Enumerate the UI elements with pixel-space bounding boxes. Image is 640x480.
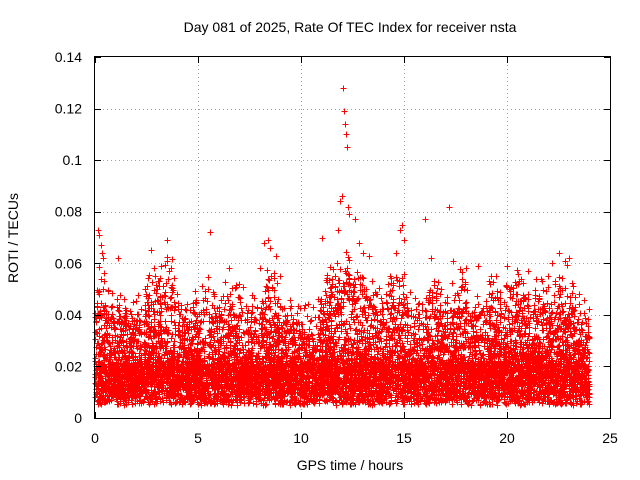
roti-point <box>319 235 326 242</box>
x-tick-label: 25 <box>602 430 618 446</box>
y-tick-label: 0.14 <box>55 49 82 65</box>
x-tick-label: 5 <box>194 430 202 446</box>
roti-point <box>207 229 214 236</box>
roti-point <box>115 255 122 262</box>
roti-background-points <box>92 249 593 409</box>
roti-point <box>144 283 151 290</box>
roti-point <box>399 222 406 229</box>
roti-point <box>576 291 583 298</box>
roti-point <box>345 204 352 211</box>
roti-point <box>335 227 342 234</box>
roti-point <box>352 216 359 223</box>
roti-point <box>514 291 521 298</box>
roti-point <box>164 237 171 244</box>
roti-point <box>102 302 109 309</box>
y-tick-label: 0.04 <box>55 307 82 323</box>
y-tick-labels: 0 0.02 0.04 0.06 0.08 0.1 0.12 0.14 <box>55 49 82 426</box>
roti-point <box>562 258 569 265</box>
roti-point <box>356 240 363 247</box>
x-tick-label: 10 <box>293 430 309 446</box>
roti-point <box>438 286 445 293</box>
roti-point <box>99 250 106 257</box>
roti-point <box>343 131 350 138</box>
x-axis-title: GPS time / hours <box>297 457 404 473</box>
roti-point <box>267 245 274 252</box>
roti-point <box>100 255 107 262</box>
roti-point <box>450 258 457 265</box>
roti-point <box>533 276 540 283</box>
roti-point <box>387 273 394 280</box>
y-tick-label: 0.1 <box>63 152 83 168</box>
roti-point <box>446 204 453 211</box>
y-tick-label: 0.06 <box>55 255 82 271</box>
x-tick-label: 15 <box>396 430 412 446</box>
roti-point <box>342 121 349 128</box>
roti-point <box>265 237 272 244</box>
roti-point <box>545 273 552 280</box>
roti-point <box>94 304 101 311</box>
roti-point <box>372 289 379 296</box>
y-tick-label: 0.08 <box>55 204 82 220</box>
roti-point <box>556 250 563 257</box>
roti-point <box>422 216 429 223</box>
roti-point <box>261 240 268 247</box>
y-tick-label: 0.02 <box>55 358 82 374</box>
x-tick-label: 0 <box>91 430 99 446</box>
roti-point <box>346 211 353 218</box>
data-points <box>92 85 593 409</box>
roti-point <box>401 237 408 244</box>
roti-point <box>566 255 573 262</box>
y-tick-label: 0.12 <box>55 101 82 117</box>
plot-frame <box>94 56 611 419</box>
roti-point <box>428 255 435 262</box>
roti-point <box>95 227 102 234</box>
roti-point <box>277 273 284 280</box>
roti-point <box>504 263 511 270</box>
roti-point <box>168 265 175 272</box>
x-tick-label: 20 <box>499 430 515 446</box>
roti-point <box>154 286 161 293</box>
roti-point <box>96 232 103 239</box>
roti-point <box>226 265 233 272</box>
roti-point <box>344 144 351 151</box>
roti-point <box>525 268 532 275</box>
roti-point <box>98 242 105 249</box>
y-axis-title: ROTI / TECUs <box>5 193 21 283</box>
roti-point <box>397 227 404 234</box>
roti-point <box>360 250 367 257</box>
roti-point <box>273 253 280 260</box>
roti-point <box>341 108 348 115</box>
roti-point <box>148 247 155 254</box>
roti-point <box>366 253 373 260</box>
roti-point <box>337 198 344 205</box>
roti-point <box>488 273 495 280</box>
y-tick-label: 0 <box>74 410 82 426</box>
roti-point <box>339 193 346 200</box>
roti-point <box>340 85 347 92</box>
roti-point <box>236 281 243 288</box>
roti-point <box>393 250 400 257</box>
axis-ticks <box>95 57 611 419</box>
roti-point <box>549 260 556 267</box>
chart-title: Day 081 of 2025, Rate Of TEC Index for r… <box>184 19 517 35</box>
roti-point <box>475 263 482 270</box>
roti-point <box>463 265 470 272</box>
roti-point <box>257 265 264 272</box>
x-tick-labels: 0 5 10 15 20 25 <box>91 430 618 446</box>
roti-point <box>123 317 130 324</box>
